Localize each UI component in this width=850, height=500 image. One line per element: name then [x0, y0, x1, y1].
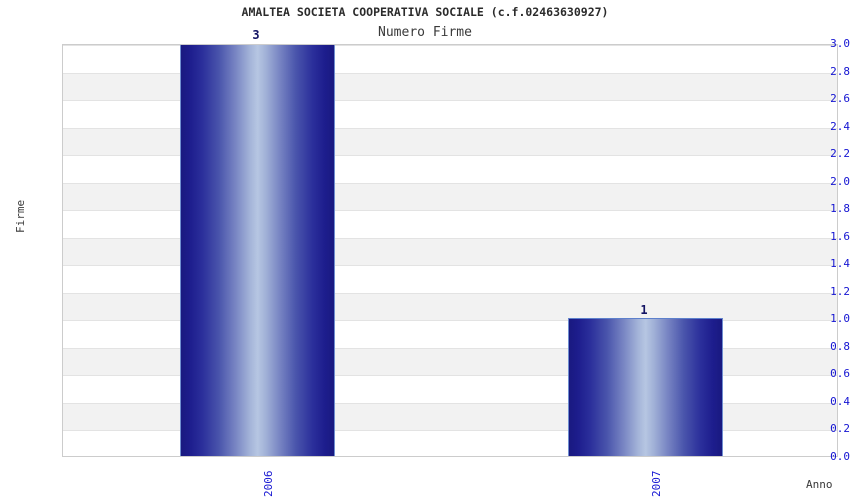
y-axis-tick-label: 0.6 — [830, 367, 850, 381]
gridline — [63, 210, 837, 211]
gridline — [63, 430, 837, 431]
x-axis-tick-label: 2007 — [650, 470, 663, 498]
y-axis-tick-label: 1.8 — [830, 202, 850, 216]
gridline — [63, 128, 837, 129]
y-axis-tick-label: 1.4 — [830, 257, 850, 271]
y-axis-tick-label: 0.4 — [830, 394, 850, 408]
y-axis-tick-label: 0.0 — [830, 450, 850, 463]
y-axis-tick-label: 3.0 — [830, 37, 850, 50]
y-axis-tick-label: 0.8 — [830, 339, 850, 353]
x-axis-tick-label: 2006 — [262, 470, 275, 498]
gridline — [63, 238, 837, 239]
bar[interactable] — [179, 45, 335, 456]
y-axis-tick-label: 2.0 — [830, 174, 850, 188]
bar[interactable] — [567, 318, 723, 456]
bar-value-label: 3 — [252, 28, 260, 42]
bar-value-label: 1 — [640, 303, 648, 318]
y-axis-tick-label: 1.2 — [830, 284, 850, 298]
gridline — [63, 320, 837, 321]
gridline — [63, 293, 837, 294]
gridline — [63, 375, 837, 376]
y-axis-tick-label: 2.4 — [830, 119, 850, 133]
y-axis-tick-label: 2.2 — [830, 147, 850, 161]
y-axis-title: Firme — [14, 199, 27, 233]
chart-subtitle: Numero Firme — [378, 25, 472, 40]
gridline — [63, 155, 837, 156]
gridline — [63, 403, 837, 404]
plot-area — [62, 44, 838, 457]
gridline — [63, 348, 837, 349]
y-axis-tick-label: 2.6 — [830, 92, 850, 106]
gridline — [63, 265, 837, 266]
y-axis-tick-label: 2.8 — [830, 64, 850, 78]
y-axis-tick-label: 0.2 — [830, 422, 850, 436]
gridline — [63, 73, 837, 74]
gridline — [63, 100, 837, 101]
y-axis-tick-label: 1.6 — [830, 229, 850, 243]
x-axis-title: Anno — [806, 478, 833, 491]
gridline — [63, 45, 837, 46]
y-axis-tick-label: 1.0 — [830, 312, 850, 326]
chart-title: AMALTEA SOCIETA COOPERATIVA SOCIALE (c.f… — [241, 5, 609, 19]
gridline — [63, 183, 837, 184]
